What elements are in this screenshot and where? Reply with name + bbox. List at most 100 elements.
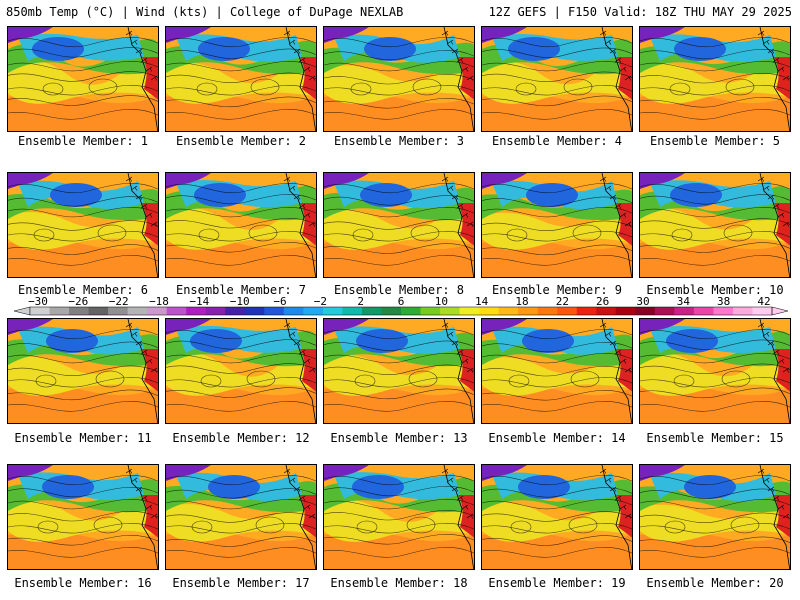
page-title: 850mb Temp (°C) | Wind (kts) | College o… <box>6 5 404 19</box>
ensemble-member-map-19 <box>481 464 633 570</box>
colorbar-swatch <box>108 307 129 315</box>
colorbar-tick-label: −10 <box>229 295 250 308</box>
ensemble-member-label: Ensemble Member: 1 <box>17 134 149 148</box>
ensemble-member-map-20 <box>639 464 791 570</box>
colorbar-swatch <box>440 307 461 315</box>
colorbar-swatch <box>576 307 597 315</box>
colorbar-swatch <box>518 307 539 315</box>
ensemble-member-label: Ensemble Member: 14 <box>488 431 626 445</box>
colorbar-swatch <box>596 307 617 315</box>
colorbar-swatch <box>186 307 207 315</box>
ensemble-member-label: Ensemble Member: 10 <box>646 283 784 297</box>
colorbar-tick-label: 6 <box>397 295 405 308</box>
colorbar-swatch <box>127 307 148 315</box>
colorbar-tick-label: 22 <box>555 295 569 308</box>
colorbar-swatch <box>205 307 226 315</box>
ensemble-member-map-5 <box>639 26 791 132</box>
colorbar-tick-label: 26 <box>596 295 610 308</box>
ensemble-member-map-7 <box>165 172 317 278</box>
colorbar-swatch <box>342 307 363 315</box>
colorbar-tick-label: 2 <box>357 295 364 308</box>
colorbar-swatch <box>322 307 343 315</box>
colorbar-swatch <box>401 307 422 315</box>
ensemble-member-label: Ensemble Member: 17 <box>172 576 310 590</box>
colorbar-tick-label: −22 <box>108 295 129 308</box>
colorbar-tick-label: −18 <box>149 295 169 308</box>
colorbar-swatch <box>498 307 519 315</box>
model-run-info: 12Z GEFS | F150 Valid: 18Z THU MAY 29 20… <box>488 5 792 19</box>
colorbar-tick-label: 38 <box>717 295 731 308</box>
colorbar-swatch <box>361 307 382 315</box>
colorbar-tick-label: 18 <box>515 295 529 308</box>
colorbar-swatch <box>264 307 285 315</box>
ensemble-member-map-11 <box>7 318 159 424</box>
ensemble-member-label: Ensemble Member: 16 <box>14 576 152 590</box>
ensemble-member-map-15 <box>639 318 791 424</box>
ensemble-member-map-9 <box>481 172 633 278</box>
colorbar-swatch <box>479 307 500 315</box>
colorbar-swatch <box>713 307 734 315</box>
colorbar-tick-label: −6 <box>273 295 287 308</box>
ensemble-member-map-1 <box>7 26 159 132</box>
ensemble-member-map-6 <box>7 172 159 278</box>
colorbar-swatch <box>225 307 246 315</box>
colorbar-swatch <box>420 307 441 315</box>
colorbar-swatch <box>147 307 168 315</box>
colorbar-swatch <box>615 307 636 315</box>
ensemble-member-label: Ensemble Member: 12 <box>172 431 310 445</box>
ensemble-member-label: Ensemble Member: 9 <box>491 283 623 297</box>
colorbar-swatch <box>459 307 480 315</box>
colorbar-tick-label: 14 <box>475 295 489 308</box>
colorbar-tick-label: 34 <box>676 295 690 308</box>
colorbar-swatch <box>693 307 714 315</box>
colorbar-swatch <box>283 307 304 315</box>
ensemble-member-label: Ensemble Member: 5 <box>649 134 781 148</box>
ensemble-member-label: Ensemble Member: 15 <box>646 431 784 445</box>
colorbar-right-arrow <box>771 306 789 316</box>
colorbar-tick-label: −30 <box>28 295 48 308</box>
ensemble-member-label: Ensemble Member: 8 <box>333 283 465 297</box>
colorbar-swatch <box>30 307 51 315</box>
colorbar-swatch <box>674 307 695 315</box>
colorbar-swatch <box>69 307 90 315</box>
ensemble-member-label: Ensemble Member: 7 <box>175 283 307 297</box>
colorbar-tick-label: 10 <box>434 295 448 308</box>
colorbar-swatch <box>654 307 675 315</box>
colorbar-swatch <box>303 307 324 315</box>
ensemble-member-label: Ensemble Member: 19 <box>488 576 626 590</box>
colorbar-swatch <box>732 307 753 315</box>
colorbar-swatch <box>166 307 187 315</box>
colorbar-swatch <box>381 307 402 315</box>
colorbar-swatch <box>537 307 558 315</box>
colorbar-swatch <box>557 307 578 315</box>
colorbar-swatch <box>752 307 773 315</box>
colorbar-swatch <box>244 307 265 315</box>
ensemble-member-label: Ensemble Member: 3 <box>333 134 465 148</box>
colorbar-tick-label: −26 <box>68 295 89 308</box>
ensemble-member-map-17 <box>165 464 317 570</box>
ensemble-member-label: Ensemble Member: 13 <box>330 431 468 445</box>
ensemble-member-map-12 <box>165 318 317 424</box>
colorbar-swatch <box>88 307 109 315</box>
ensemble-member-label: Ensemble Member: 4 <box>491 134 623 148</box>
temperature-colorbar <box>13 306 789 316</box>
ensemble-member-label: Ensemble Member: 20 <box>646 576 784 590</box>
ensemble-member-map-10 <box>639 172 791 278</box>
ensemble-member-label: Ensemble Member: 2 <box>175 134 307 148</box>
ensemble-member-map-18 <box>323 464 475 570</box>
ensemble-member-label: Ensemble Member: 18 <box>330 576 468 590</box>
ensemble-member-label: Ensemble Member: 11 <box>14 431 152 445</box>
ensemble-member-label: Ensemble Member: 6 <box>17 283 149 297</box>
colorbar-tick-label: 42 <box>757 295 771 308</box>
ensemble-member-map-4 <box>481 26 633 132</box>
ensemble-member-map-16 <box>7 464 159 570</box>
ensemble-member-map-3 <box>323 26 475 132</box>
ensemble-member-map-13 <box>323 318 475 424</box>
colorbar-swatch <box>49 307 70 315</box>
colorbar-tick-label: 30 <box>636 295 650 308</box>
colorbar-swatch <box>635 307 656 315</box>
colorbar-tick-label: −14 <box>189 295 210 308</box>
colorbar-tick-label: −2 <box>313 295 327 308</box>
colorbar-left-arrow <box>13 306 31 316</box>
